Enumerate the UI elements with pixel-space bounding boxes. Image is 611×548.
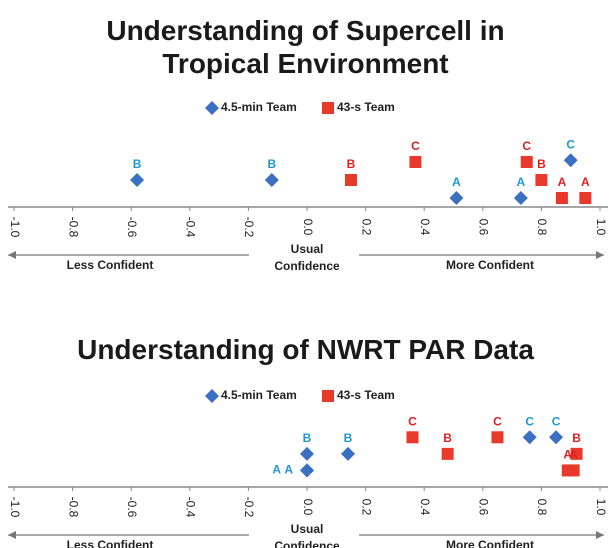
legend-label: 43-s Team [337, 100, 395, 114]
x-tick-label: -0.8 [66, 497, 80, 518]
point [563, 153, 578, 168]
point-label: C [522, 139, 531, 153]
x-tick-label: -0.8 [66, 217, 80, 238]
point-label: C [408, 414, 417, 428]
point-label: B [303, 431, 312, 445]
chart-title: Understanding of NWRT PAR Data [77, 334, 534, 365]
legend-label: 4.5-min Team [221, 388, 297, 402]
point [549, 430, 564, 445]
point-label: B [133, 157, 142, 171]
axis-label: Usual Confidence [274, 242, 340, 273]
x-tick-label: 0.8 [535, 499, 549, 516]
point-label: A [272, 463, 281, 477]
axis-label: Less Confident [67, 538, 154, 548]
x-tick-label: -0.4 [184, 497, 198, 518]
axis-label: Usual Confidence [274, 522, 340, 548]
point [130, 173, 145, 187]
x-tick-label: 0.4 [418, 219, 432, 236]
point [406, 431, 419, 444]
point [535, 174, 548, 186]
x-tick-label: 1.0 [594, 219, 608, 236]
point-label: C [525, 414, 534, 428]
x-tick-label: 0.2 [359, 219, 373, 236]
x-tick-label: -1.0 [8, 497, 22, 518]
x-tick-label: 0.4 [418, 499, 432, 516]
arrow-head [8, 251, 16, 259]
x-tick-label: 0.0 [301, 219, 315, 236]
arrow-head [596, 531, 604, 539]
x-tick-label: 0.2 [359, 499, 373, 516]
legend-label: 43-s Team [337, 388, 395, 402]
legend-marker [322, 102, 334, 114]
arrow-head [8, 531, 16, 539]
x-tick-label: -1.0 [8, 217, 22, 238]
point-label: C [411, 139, 420, 153]
point [341, 446, 356, 461]
point [567, 464, 580, 477]
point [570, 447, 583, 460]
arrow-head [596, 251, 604, 259]
point [264, 173, 279, 187]
point-label: C [566, 137, 575, 151]
x-tick-label: 0.6 [477, 499, 491, 516]
point-label: B [572, 431, 581, 445]
x-tick-label: -0.4 [184, 217, 198, 238]
point [513, 191, 528, 205]
point [522, 430, 537, 445]
point-label: C [493, 414, 502, 428]
x-tick-label: -0.2 [242, 497, 256, 518]
point-label: A [569, 448, 578, 462]
point [441, 447, 454, 460]
point [449, 191, 464, 205]
legend-marker [205, 101, 219, 115]
point-label: B [268, 157, 277, 171]
axis-label: Less Confident [67, 258, 154, 272]
point [344, 174, 357, 186]
x-tick-label: 0.8 [535, 219, 549, 236]
axis-label: More Confident [446, 258, 534, 272]
x-tick-label: -0.6 [125, 217, 139, 238]
point-label: B [537, 157, 546, 171]
point-label: A [284, 463, 293, 477]
point [579, 192, 592, 204]
point [409, 156, 422, 168]
legend-marker [322, 390, 334, 402]
point-label: A [517, 175, 526, 189]
x-tick-label: 1.0 [594, 499, 608, 516]
point-label: B [344, 431, 353, 445]
point-label: B [347, 157, 356, 171]
point-label: A [563, 448, 572, 462]
point [300, 463, 314, 478]
legend-label: 4.5-min Team [221, 100, 297, 114]
point-label: A [581, 175, 590, 189]
point [555, 192, 568, 204]
point-label: A [452, 175, 461, 189]
x-tick-label: 0.0 [301, 499, 315, 516]
point [520, 156, 533, 168]
point-label: C [552, 414, 561, 428]
point-label: B [443, 431, 452, 445]
x-tick-label: -0.2 [242, 217, 256, 238]
axis-label: More Confident [446, 538, 534, 548]
point [300, 446, 314, 461]
point [491, 431, 504, 444]
point-label: A [558, 175, 567, 189]
chart-title: Understanding of Supercell in Tropical E… [106, 15, 505, 79]
x-tick-label: -0.6 [125, 497, 139, 518]
legend-marker [205, 389, 219, 403]
x-tick-label: 0.6 [477, 219, 491, 236]
